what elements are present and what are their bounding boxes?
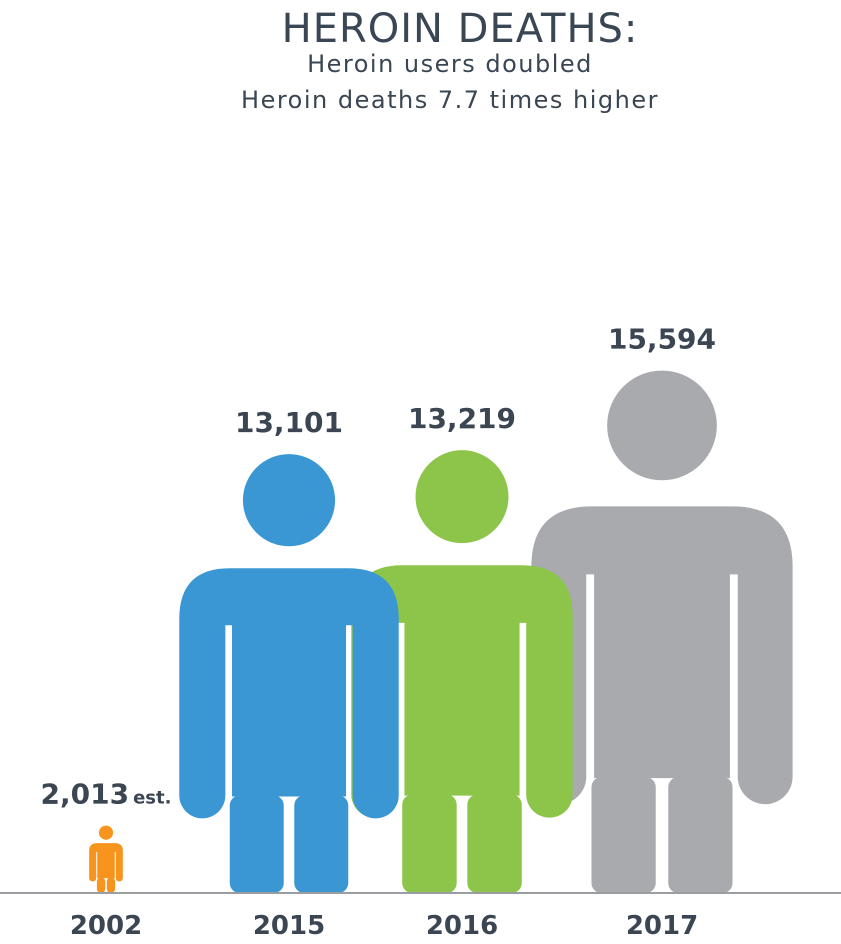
person-head (607, 370, 717, 481)
subtitle-line-2: Heroin deaths 7.7 times higher (241, 86, 659, 114)
person-right-leg (294, 795, 349, 893)
category-label-2017: 2017 (626, 911, 698, 941)
person-body (179, 568, 399, 819)
page-title: HEROIN DEATHS: (281, 6, 639, 52)
category-label-2016: 2016 (426, 911, 498, 941)
value-label-2015: 13,101 (235, 406, 343, 439)
value-suffix: est. (133, 788, 171, 809)
category-label-2015: 2015 (253, 911, 325, 941)
person-left-leg (229, 795, 284, 893)
person-body (89, 843, 123, 882)
person-head (242, 454, 336, 547)
person-left-leg (96, 877, 106, 893)
person-body (351, 565, 573, 818)
person-figure-2016 (351, 450, 573, 893)
person-right-leg (467, 794, 522, 893)
person-head (98, 825, 114, 840)
value-label-2016: 13,219 (408, 402, 516, 435)
category-label-2002: 2002 (70, 911, 142, 941)
person-figure-2002 (89, 825, 123, 893)
person-figure-2015 (179, 454, 399, 893)
subtitle-line-1: Heroin users doubled (307, 50, 593, 78)
value-label-2002: 2,013 est. (41, 778, 172, 811)
person-left-leg (402, 794, 457, 893)
person-right-leg (106, 877, 116, 893)
person-right-leg (668, 777, 733, 893)
person-head (415, 450, 509, 544)
person-figure-2017 (531, 370, 793, 893)
person-left-leg (591, 777, 656, 893)
person-body (531, 506, 793, 805)
value-label-2017: 15,594 (608, 323, 716, 356)
